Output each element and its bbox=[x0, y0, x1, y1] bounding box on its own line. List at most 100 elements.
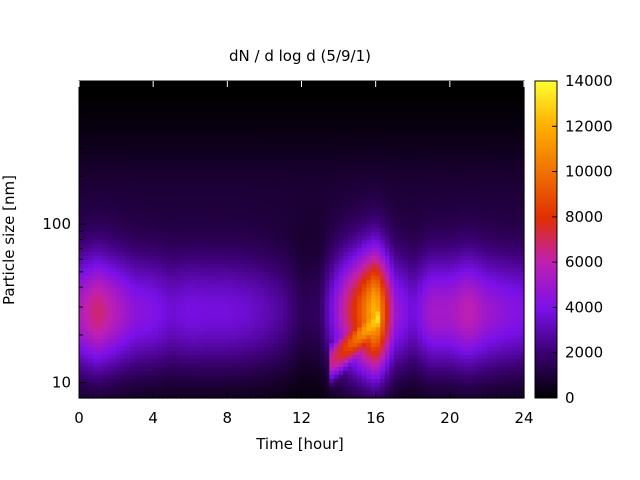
heatmap-cell bbox=[208, 164, 215, 169]
heatmap-cell bbox=[116, 152, 122, 157]
heatmap-cell bbox=[116, 334, 122, 340]
heatmap-cell bbox=[116, 148, 122, 153]
heatmap-cell bbox=[250, 88, 256, 94]
heatmap-cell bbox=[231, 187, 238, 193]
heatmap-cell bbox=[208, 195, 215, 201]
heatmap-cell bbox=[255, 81, 261, 86]
heatmap-cell bbox=[222, 386, 228, 391]
heatmap-cell bbox=[125, 386, 131, 391]
heatmap-cell bbox=[83, 259, 89, 264]
heatmap-cell bbox=[343, 88, 349, 94]
heatmap-cell bbox=[120, 251, 126, 256]
heatmap-cell bbox=[278, 334, 284, 340]
heatmap-cell bbox=[185, 247, 191, 252]
heatmap-cell bbox=[296, 366, 303, 371]
heatmap-cell bbox=[180, 310, 187, 316]
heatmap-cell bbox=[292, 350, 298, 356]
heatmap-cell bbox=[134, 275, 140, 280]
heatmap-cell bbox=[79, 160, 85, 165]
heatmap-cell bbox=[245, 358, 252, 363]
heatmap-cell bbox=[97, 160, 103, 165]
heatmap-cell bbox=[278, 330, 284, 336]
heatmap-cell bbox=[301, 84, 307, 90]
heatmap-cell bbox=[310, 92, 317, 98]
heatmap-cell bbox=[162, 318, 168, 324]
heatmap-cell bbox=[194, 124, 201, 130]
heatmap-cell bbox=[153, 247, 159, 252]
heatmap-cell bbox=[143, 124, 150, 130]
heatmap-cell bbox=[366, 338, 372, 344]
heatmap-cell bbox=[143, 116, 150, 122]
heatmap-cell bbox=[343, 287, 349, 292]
heatmap-cell bbox=[153, 191, 159, 197]
heatmap-cell bbox=[194, 148, 201, 153]
heatmap-cell bbox=[338, 378, 344, 383]
heatmap-cell bbox=[190, 195, 196, 201]
heatmap-cell bbox=[245, 219, 252, 225]
heatmap-cell bbox=[157, 287, 164, 292]
heatmap-cell bbox=[139, 338, 145, 344]
heatmap-cell bbox=[148, 207, 154, 213]
heatmap-cell bbox=[120, 164, 126, 169]
heatmap-cell bbox=[231, 287, 238, 292]
heatmap-cell bbox=[116, 136, 122, 142]
heatmap-cell bbox=[116, 180, 122, 185]
heatmap-cell bbox=[269, 219, 275, 225]
heatmap-cell bbox=[273, 176, 279, 181]
heatmap-cell bbox=[190, 132, 196, 138]
heatmap-cell bbox=[347, 247, 354, 252]
heatmap-cell bbox=[250, 394, 256, 399]
heatmap-cell bbox=[167, 394, 173, 399]
heatmap-cell bbox=[199, 294, 205, 300]
heatmap-cell bbox=[310, 378, 317, 383]
heatmap-cell bbox=[227, 160, 233, 165]
heatmap-cell bbox=[79, 108, 85, 114]
heatmap-cell bbox=[167, 271, 173, 276]
heatmap-cell bbox=[143, 176, 150, 181]
heatmap-cell bbox=[83, 180, 89, 185]
heatmap-cell bbox=[83, 322, 89, 328]
heatmap-cell bbox=[227, 96, 233, 102]
heatmap-cell bbox=[333, 96, 340, 102]
heatmap-cell bbox=[264, 219, 270, 225]
heatmap-cell bbox=[162, 302, 168, 308]
heatmap-cell bbox=[231, 124, 238, 130]
heatmap-cell bbox=[287, 259, 293, 264]
heatmap-cell bbox=[255, 294, 261, 300]
heatmap-cell bbox=[296, 294, 303, 300]
heatmap-cell bbox=[79, 394, 85, 399]
heatmap-cell bbox=[324, 96, 330, 102]
heatmap-cell bbox=[292, 334, 298, 340]
heatmap-cell bbox=[245, 88, 252, 94]
heatmap-cell bbox=[264, 358, 270, 363]
heatmap-cell bbox=[153, 168, 159, 173]
heatmap-cell bbox=[255, 180, 261, 185]
heatmap-cell bbox=[250, 354, 256, 359]
heatmap-cell bbox=[162, 160, 168, 165]
heatmap-cell bbox=[106, 184, 113, 189]
heatmap-cell bbox=[199, 310, 205, 316]
heatmap-cell bbox=[310, 302, 317, 308]
heatmap-cell bbox=[245, 346, 252, 352]
heatmap-cell bbox=[255, 314, 261, 320]
heatmap-cell bbox=[310, 132, 317, 138]
heatmap-cell bbox=[88, 112, 94, 118]
heatmap-cell bbox=[320, 164, 326, 169]
heatmap-cell bbox=[92, 184, 99, 189]
heatmap-cell bbox=[343, 180, 349, 185]
heatmap-cell bbox=[88, 334, 94, 340]
heatmap-cell bbox=[250, 199, 256, 205]
heatmap-cell bbox=[92, 112, 99, 118]
heatmap-cell bbox=[273, 187, 279, 193]
heatmap-cell bbox=[157, 291, 164, 296]
heatmap-cell bbox=[129, 219, 136, 225]
heatmap-cell bbox=[171, 164, 177, 169]
heatmap-cell bbox=[97, 140, 103, 145]
heatmap-cell bbox=[287, 338, 293, 344]
heatmap-cell bbox=[185, 267, 191, 272]
heatmap-cell bbox=[264, 267, 270, 272]
heatmap-cell bbox=[83, 338, 89, 344]
heatmap-cell bbox=[301, 255, 307, 260]
heatmap-cell bbox=[306, 184, 312, 189]
heatmap-cell bbox=[236, 207, 242, 213]
